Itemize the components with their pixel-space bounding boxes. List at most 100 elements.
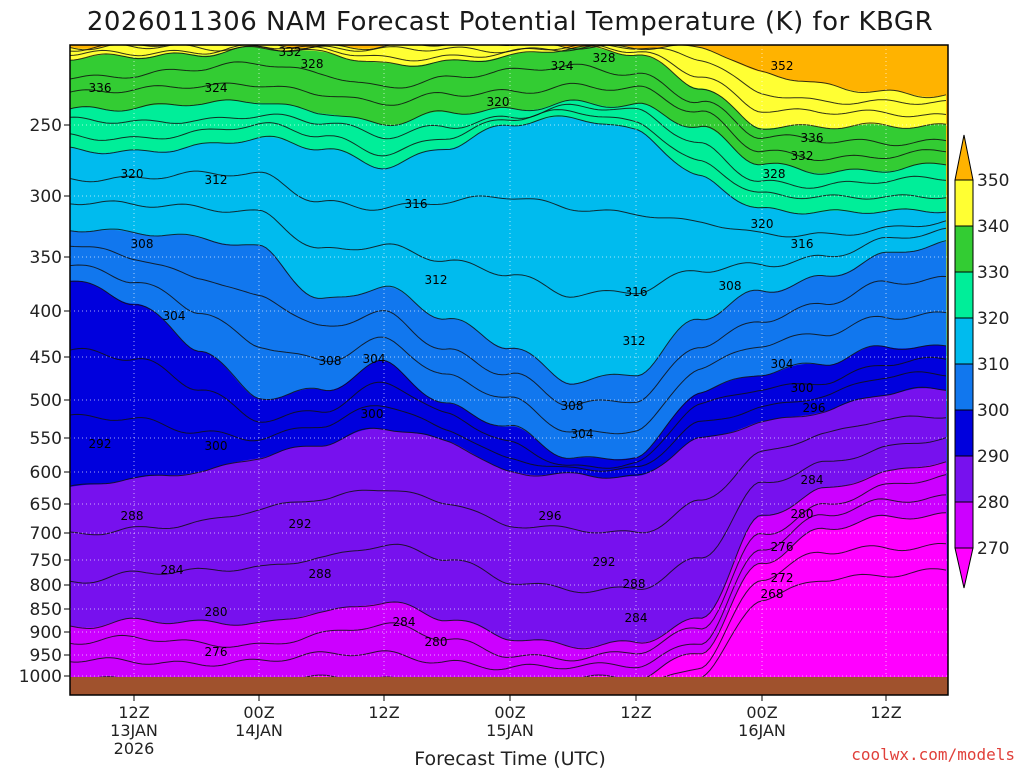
contour-label-text: 284 — [625, 611, 648, 625]
contour-label-text: 324 — [551, 59, 574, 73]
x-tick-label: 14JAN — [235, 721, 283, 740]
colorbar-tick-label: 270 — [977, 539, 1009, 559]
x-tick-label: 12Z — [620, 703, 651, 722]
y-tick-label: 400 — [30, 302, 62, 322]
contour-label-text: 328 — [301, 57, 324, 71]
y-tick-label: 1000 — [19, 667, 62, 687]
contour-label-text: 352 — [771, 59, 794, 73]
contour-label-text: 316 — [405, 197, 428, 211]
contour-label-text: 308 — [719, 279, 742, 293]
contour-label: 316 — [791, 237, 814, 251]
contour-line — [70, 437, 947, 594]
contour-label-text: 312 — [205, 173, 228, 187]
contour-label: 292 — [89, 437, 112, 451]
band-fill — [70, 597, 948, 695]
contour-label: 320 — [487, 95, 510, 109]
plot-frame — [69, 44, 949, 696]
colorbar: 350 340 330 320 310 300 290 280 270 — [954, 134, 1009, 589]
y-tick-label: 700 — [30, 524, 62, 544]
contour-label: 304 — [363, 352, 386, 366]
contour-line — [70, 245, 947, 407]
x-tick-label: 2026 — [114, 739, 155, 758]
contour-line — [70, 61, 947, 147]
contour-label: 304 — [163, 309, 186, 323]
contour-label: 292 — [593, 555, 616, 569]
contour-label-text: 288 — [309, 567, 332, 581]
x-tick-label: 16JAN — [738, 721, 786, 740]
contour-label: 272 — [771, 571, 794, 585]
colorbar-tick-label: 280 — [977, 493, 1009, 513]
contour-label: 352 — [771, 59, 794, 73]
contour-line — [70, 461, 947, 650]
contour-line — [70, 99, 947, 175]
contour-label-text: 296 — [539, 509, 562, 523]
colorbar-tick-label: 300 — [977, 401, 1009, 421]
contour-label: 276 — [205, 645, 228, 659]
contour-label-text: 308 — [561, 399, 584, 413]
colorbar-bottom-arrow — [954, 547, 974, 589]
contour-label-text: 336 — [89, 81, 112, 95]
colorbar-tick-label: 340 — [977, 217, 1009, 237]
contour-label-text: 300 — [361, 407, 384, 421]
contour-label: 308 — [131, 237, 154, 251]
grid-lines — [70, 45, 948, 695]
contour-label-text: 316 — [791, 237, 814, 251]
contour-label-text: 304 — [163, 309, 186, 323]
contour-label: 280 — [205, 605, 228, 619]
contour-label: 316 — [625, 285, 648, 299]
contour-label: 292 — [289, 517, 312, 531]
colorbar-segment — [954, 455, 974, 503]
contour-label-text: 276 — [771, 540, 794, 554]
contour-line — [70, 280, 947, 461]
chart-title: 2026011306 NAM Forecast Potential Temper… — [87, 7, 933, 37]
contour-line — [70, 103, 947, 189]
contour-line — [70, 264, 947, 435]
y-tick-label: 300 — [30, 187, 62, 207]
contour-label-text: 268 — [761, 587, 784, 601]
theta-color-bands — [70, 45, 948, 695]
contour-line — [70, 228, 947, 385]
contour-line — [70, 474, 947, 662]
contour-label-text: 320 — [751, 217, 774, 231]
y-tick-label: 950 — [30, 646, 62, 666]
contour-label-text: 308 — [319, 354, 342, 368]
colorbar-segment — [954, 225, 974, 273]
colorbar-segment — [954, 409, 974, 457]
y-tick-label: 600 — [30, 463, 62, 483]
contour-label: 308 — [319, 354, 342, 368]
contour-label: 300 — [791, 381, 814, 395]
contour-label-text: 320 — [487, 95, 510, 109]
contour-label: 332 — [279, 45, 302, 59]
colorbar-tick-label: 350 — [977, 171, 1009, 191]
contour-line — [70, 371, 947, 472]
colorbar-tick-label: 330 — [977, 263, 1009, 283]
credit-text[interactable]: coolwx.com/models — [851, 745, 1015, 764]
contour-label-text: 312 — [425, 273, 448, 287]
x-tick-label: 00Z — [243, 703, 274, 722]
contour-label-text: 328 — [593, 51, 616, 65]
contour-label: 324 — [551, 59, 574, 73]
contour-label: 288 — [121, 509, 144, 523]
contour-line — [70, 45, 947, 118]
contour-label: 336 — [89, 81, 112, 95]
x-tick-label: 00Z — [746, 703, 777, 722]
contour-label-text: 304 — [363, 352, 386, 366]
band-fill — [70, 513, 948, 695]
contour-label-text: 280 — [791, 507, 814, 521]
x-tick-label: 12Z — [118, 703, 149, 722]
colorbar-segment — [954, 179, 974, 227]
contour-label: 308 — [719, 279, 742, 293]
contour-label-text: 316 — [625, 285, 648, 299]
contour-label-text: 284 — [161, 563, 184, 577]
contour-label: 280 — [425, 635, 448, 649]
x-tick-label: 00Z — [494, 703, 525, 722]
contour-label: 284 — [625, 611, 648, 625]
x-tick-label: 12Z — [870, 703, 901, 722]
contour-label: 284 — [161, 563, 184, 577]
contour-line — [70, 415, 947, 536]
contour-label-text: 276 — [205, 645, 228, 659]
contour-line — [70, 200, 947, 298]
contour-label: 312 — [623, 334, 646, 348]
y-axis-ticks: 250 300 350 400 450 500 550 600 650 700 750 800 850 9… — [19, 116, 70, 687]
